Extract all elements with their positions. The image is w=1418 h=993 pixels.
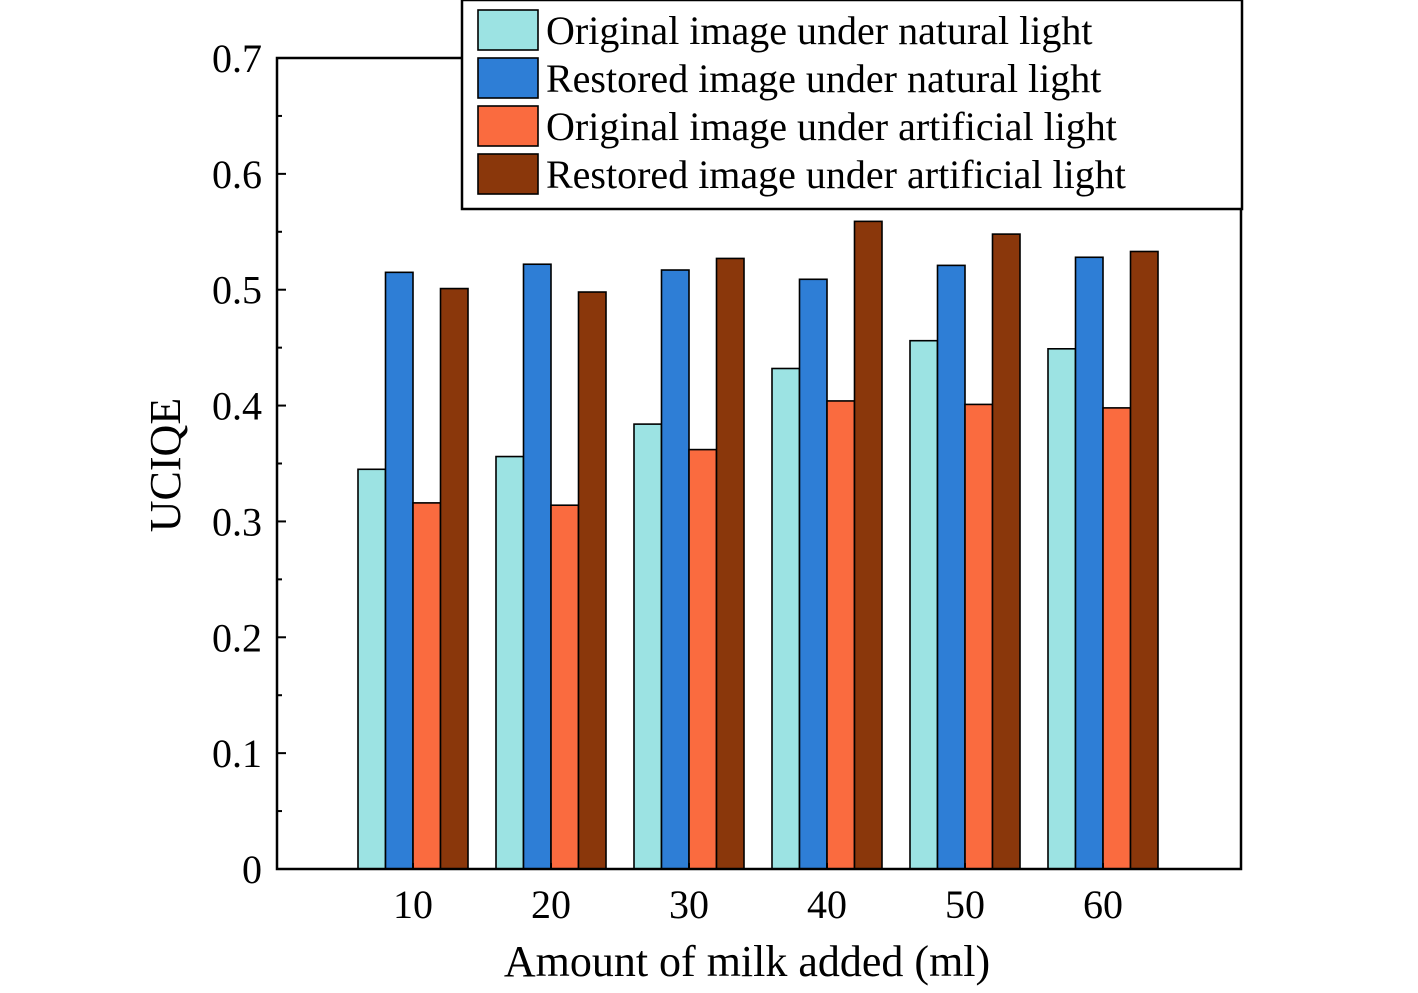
x-tick-label: 10 xyxy=(393,882,433,927)
legend-swatch-3 xyxy=(477,105,539,147)
y-tick-label: 0 xyxy=(242,847,262,892)
legend-swatch-2 xyxy=(477,57,539,99)
bar-4-40 xyxy=(853,220,883,870)
bar-1-50 xyxy=(909,339,939,870)
y-tick-label: 0.3 xyxy=(212,499,262,544)
bar-3-40 xyxy=(826,400,856,870)
legend-swatch-4 xyxy=(477,153,539,195)
y-tick-label: 0.7 xyxy=(212,36,262,81)
y-tick-label: 0.6 xyxy=(212,152,262,197)
bar-3-60 xyxy=(1102,407,1132,870)
bar-2-40 xyxy=(798,278,828,870)
bar-4-20 xyxy=(577,291,607,870)
legend: Original image under natural lightRestor… xyxy=(460,0,1244,211)
bar-2-50 xyxy=(936,264,966,870)
bar-4-60 xyxy=(1129,250,1159,870)
bar-4-50 xyxy=(991,233,1021,870)
bar-1-30 xyxy=(633,423,663,870)
bar-2-20 xyxy=(522,263,552,870)
x-tick-label: 50 xyxy=(945,882,985,927)
x-tick-label: 40 xyxy=(807,882,847,927)
bar-3-30 xyxy=(688,448,718,870)
bar-3-10 xyxy=(412,502,442,870)
bar-3-20 xyxy=(550,504,580,870)
bar-2-60 xyxy=(1074,256,1104,870)
y-tick-label: 0.1 xyxy=(212,731,262,776)
legend-label-1: Original image under natural light xyxy=(546,8,1093,53)
bar-1-20 xyxy=(495,455,525,870)
bar-1-60 xyxy=(1047,348,1077,870)
x-tick-label: 20 xyxy=(531,882,571,927)
legend-label-3: Original image under artificial light xyxy=(546,104,1117,149)
bar-1-10 xyxy=(357,468,387,870)
y-axis: 0 0.1 0.2 0.3 0.4 0.5 0.6 0.7 xyxy=(212,36,286,892)
y-tick-label: 0.2 xyxy=(212,615,262,660)
bar-4-10 xyxy=(439,287,469,870)
x-axis-title: Amount of milk added (ml) xyxy=(504,937,990,986)
bar-2-10 xyxy=(384,271,414,870)
bar-1-40 xyxy=(771,367,801,870)
x-tick-label: 60 xyxy=(1083,882,1123,927)
y-axis-title: UCIQE xyxy=(141,398,190,532)
legend-label-4: Restored image under artificial light xyxy=(546,152,1126,197)
bar-2-30 xyxy=(660,269,690,870)
bar-4-30 xyxy=(715,257,745,870)
y-tick-label: 0.4 xyxy=(212,384,262,429)
y-tick-label: 0.5 xyxy=(212,268,262,313)
legend-label-2: Restored image under natural light xyxy=(546,56,1101,101)
bars-layer xyxy=(357,220,1159,870)
x-tick-label: 30 xyxy=(669,882,709,927)
legend-swatch-1 xyxy=(477,9,539,51)
x-axis: 10 20 30 40 50 60 xyxy=(393,863,1123,927)
legend-box xyxy=(460,0,1244,211)
bar-3-50 xyxy=(964,403,994,870)
